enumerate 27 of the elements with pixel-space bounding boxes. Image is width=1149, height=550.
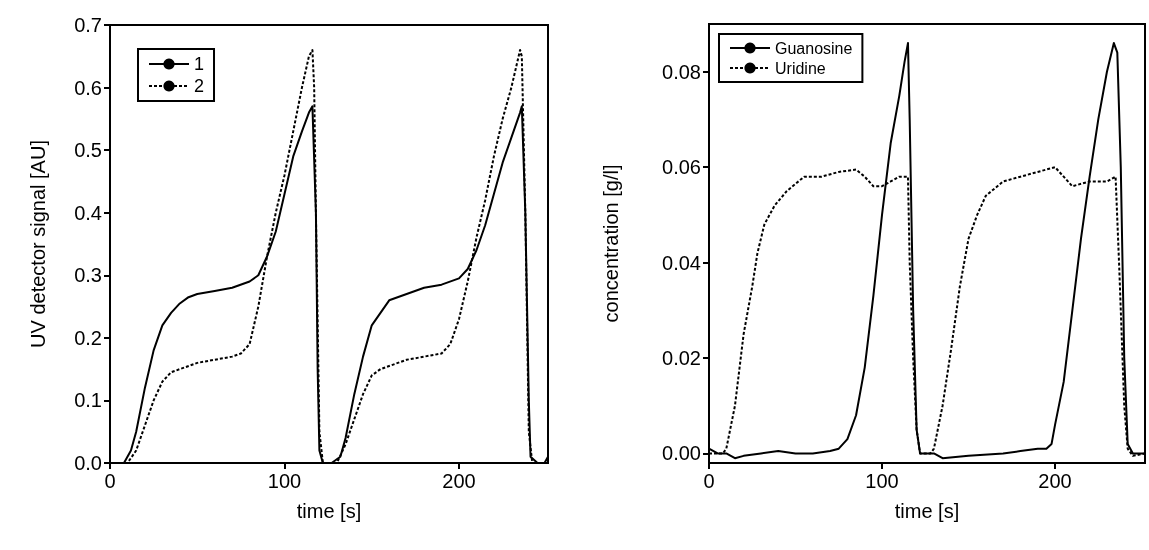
y-tick-label: 0.02 bbox=[662, 347, 701, 370]
x-tick-label: 0 bbox=[703, 470, 715, 492]
x-tick-label: 200 bbox=[1038, 470, 1072, 492]
y-tick-label: 0.1 bbox=[74, 389, 102, 412]
legend-label: 2 bbox=[194, 76, 205, 96]
x-tick-label: 200 bbox=[442, 470, 476, 492]
y-tick-label: 0.4 bbox=[74, 201, 102, 224]
x-tick-label: 0 bbox=[104, 470, 116, 492]
x-tick-label: 100 bbox=[267, 470, 302, 492]
y-tick-label: 0.04 bbox=[662, 251, 701, 274]
x-axis-title: time [s] bbox=[894, 500, 960, 522]
y-tick-label: 0.7 bbox=[74, 14, 102, 36]
legend-label: Guanosine bbox=[775, 39, 853, 57]
y-tick-label: 0.6 bbox=[74, 76, 102, 99]
x-tick-label: 100 bbox=[865, 470, 899, 492]
y-tick-label: 0.3 bbox=[74, 264, 102, 287]
y-tick-label: 0.2 bbox=[74, 326, 102, 349]
y-axis-title: concentration [g/l] bbox=[600, 164, 622, 323]
legend-label: Uridine bbox=[775, 59, 826, 77]
x-axis-title: time [s] bbox=[296, 500, 362, 522]
y-axis-title: UV detector signal [AU] bbox=[27, 140, 49, 348]
y-tick-label: 0.06 bbox=[662, 156, 701, 179]
y-tick-label: 0.5 bbox=[74, 139, 102, 162]
y-tick-label: 0.08 bbox=[662, 60, 701, 83]
legend-label: 1 bbox=[194, 54, 205, 74]
y-tick-label: 0.00 bbox=[662, 442, 701, 465]
y-tick-label: 0.0 bbox=[74, 452, 102, 474]
